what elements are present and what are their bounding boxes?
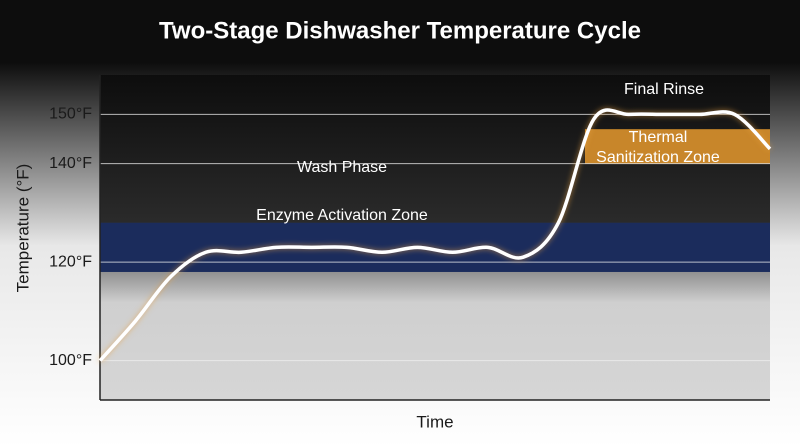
y-tick-label: 100°F <box>49 352 92 369</box>
band-label: Enzyme Activation Zone <box>256 207 428 224</box>
y-tick-label: 120°F <box>49 253 92 270</box>
x-axis-label: Time <box>416 412 453 431</box>
band-label: Thermal Sanitization Zone <box>596 129 720 166</box>
temperature-line <box>98 108 772 362</box>
y-tick-label: 150°F <box>49 106 92 123</box>
band <box>585 129 770 164</box>
chart-title: Two-Stage Dishwasher Temperature Cycle <box>159 17 641 44</box>
annotation: Final Rinse <box>624 81 704 98</box>
y-tick-label: 140°F <box>49 155 92 172</box>
annotation: Wash Phase <box>297 159 387 176</box>
y-axis-label: Temperature (°F) <box>13 164 32 293</box>
band <box>100 222 770 272</box>
